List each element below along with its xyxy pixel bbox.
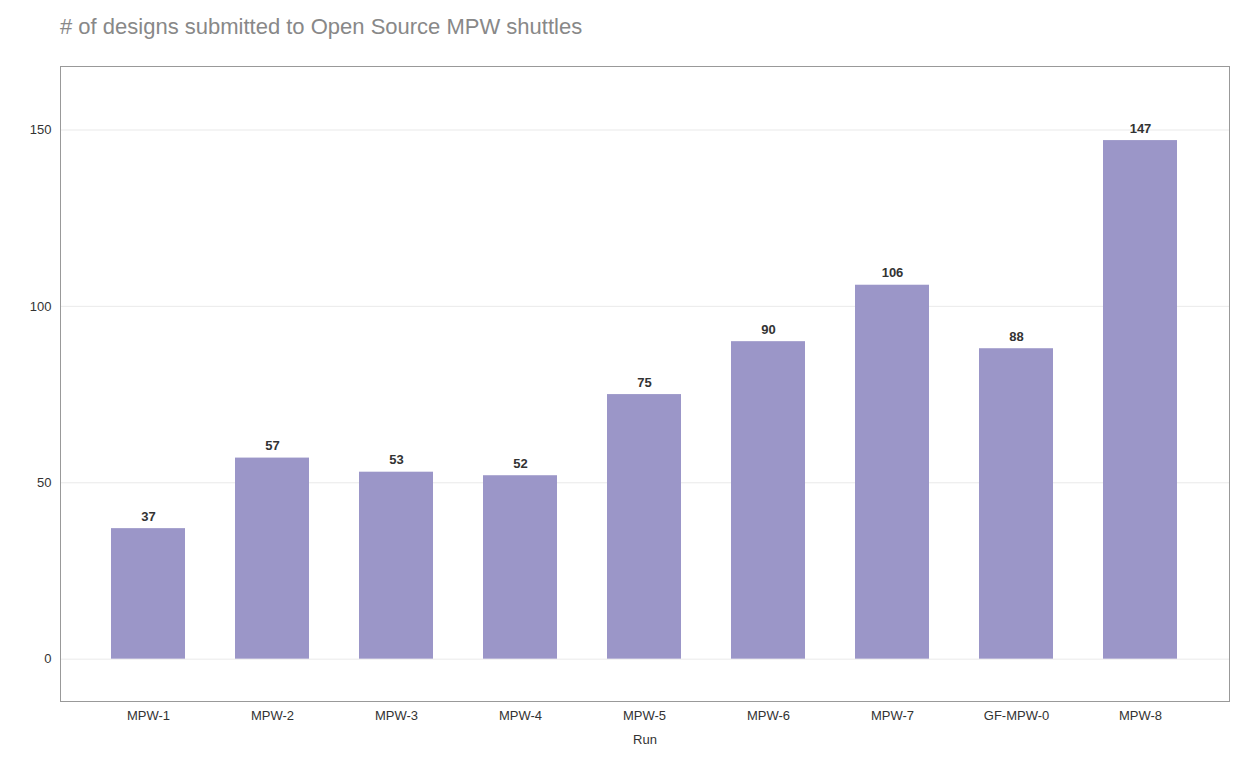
- svg-text:147: 147: [1130, 121, 1152, 136]
- svg-text:90: 90: [761, 322, 775, 337]
- svg-text:MPW-1: MPW-1: [127, 708, 170, 723]
- svg-text:MPW-7: MPW-7: [871, 708, 914, 723]
- svg-text:150: 150: [30, 122, 52, 137]
- svg-text:0: 0: [44, 651, 51, 666]
- svg-text:MPW-3: MPW-3: [375, 708, 418, 723]
- svg-text:52: 52: [513, 456, 527, 471]
- svg-text:MPW-2: MPW-2: [251, 708, 294, 723]
- svg-text:53: 53: [389, 452, 403, 467]
- svg-text:MPW-5: MPW-5: [623, 708, 666, 723]
- svg-text:57: 57: [265, 438, 279, 453]
- svg-text:MPW-6: MPW-6: [747, 708, 790, 723]
- html-text:# of designs submitted to Open: # of designs submitted to Open Source MP…: [60, 14, 583, 39]
- svg-text:MPW-8: MPW-8: [1119, 708, 1162, 723]
- svg-text:50: 50: [37, 475, 51, 490]
- svg-text:37: 37: [141, 509, 155, 524]
- svg-text:100: 100: [30, 299, 52, 314]
- svg-text:MPW-4: MPW-4: [499, 708, 542, 723]
- svg-text:Run: Run: [633, 732, 657, 747]
- svg-text:106: 106: [882, 265, 904, 280]
- svg-text:GF-MPW-0: GF-MPW-0: [984, 708, 1049, 723]
- svg-text:75: 75: [637, 375, 651, 390]
- svg-text:88: 88: [1009, 329, 1023, 344]
